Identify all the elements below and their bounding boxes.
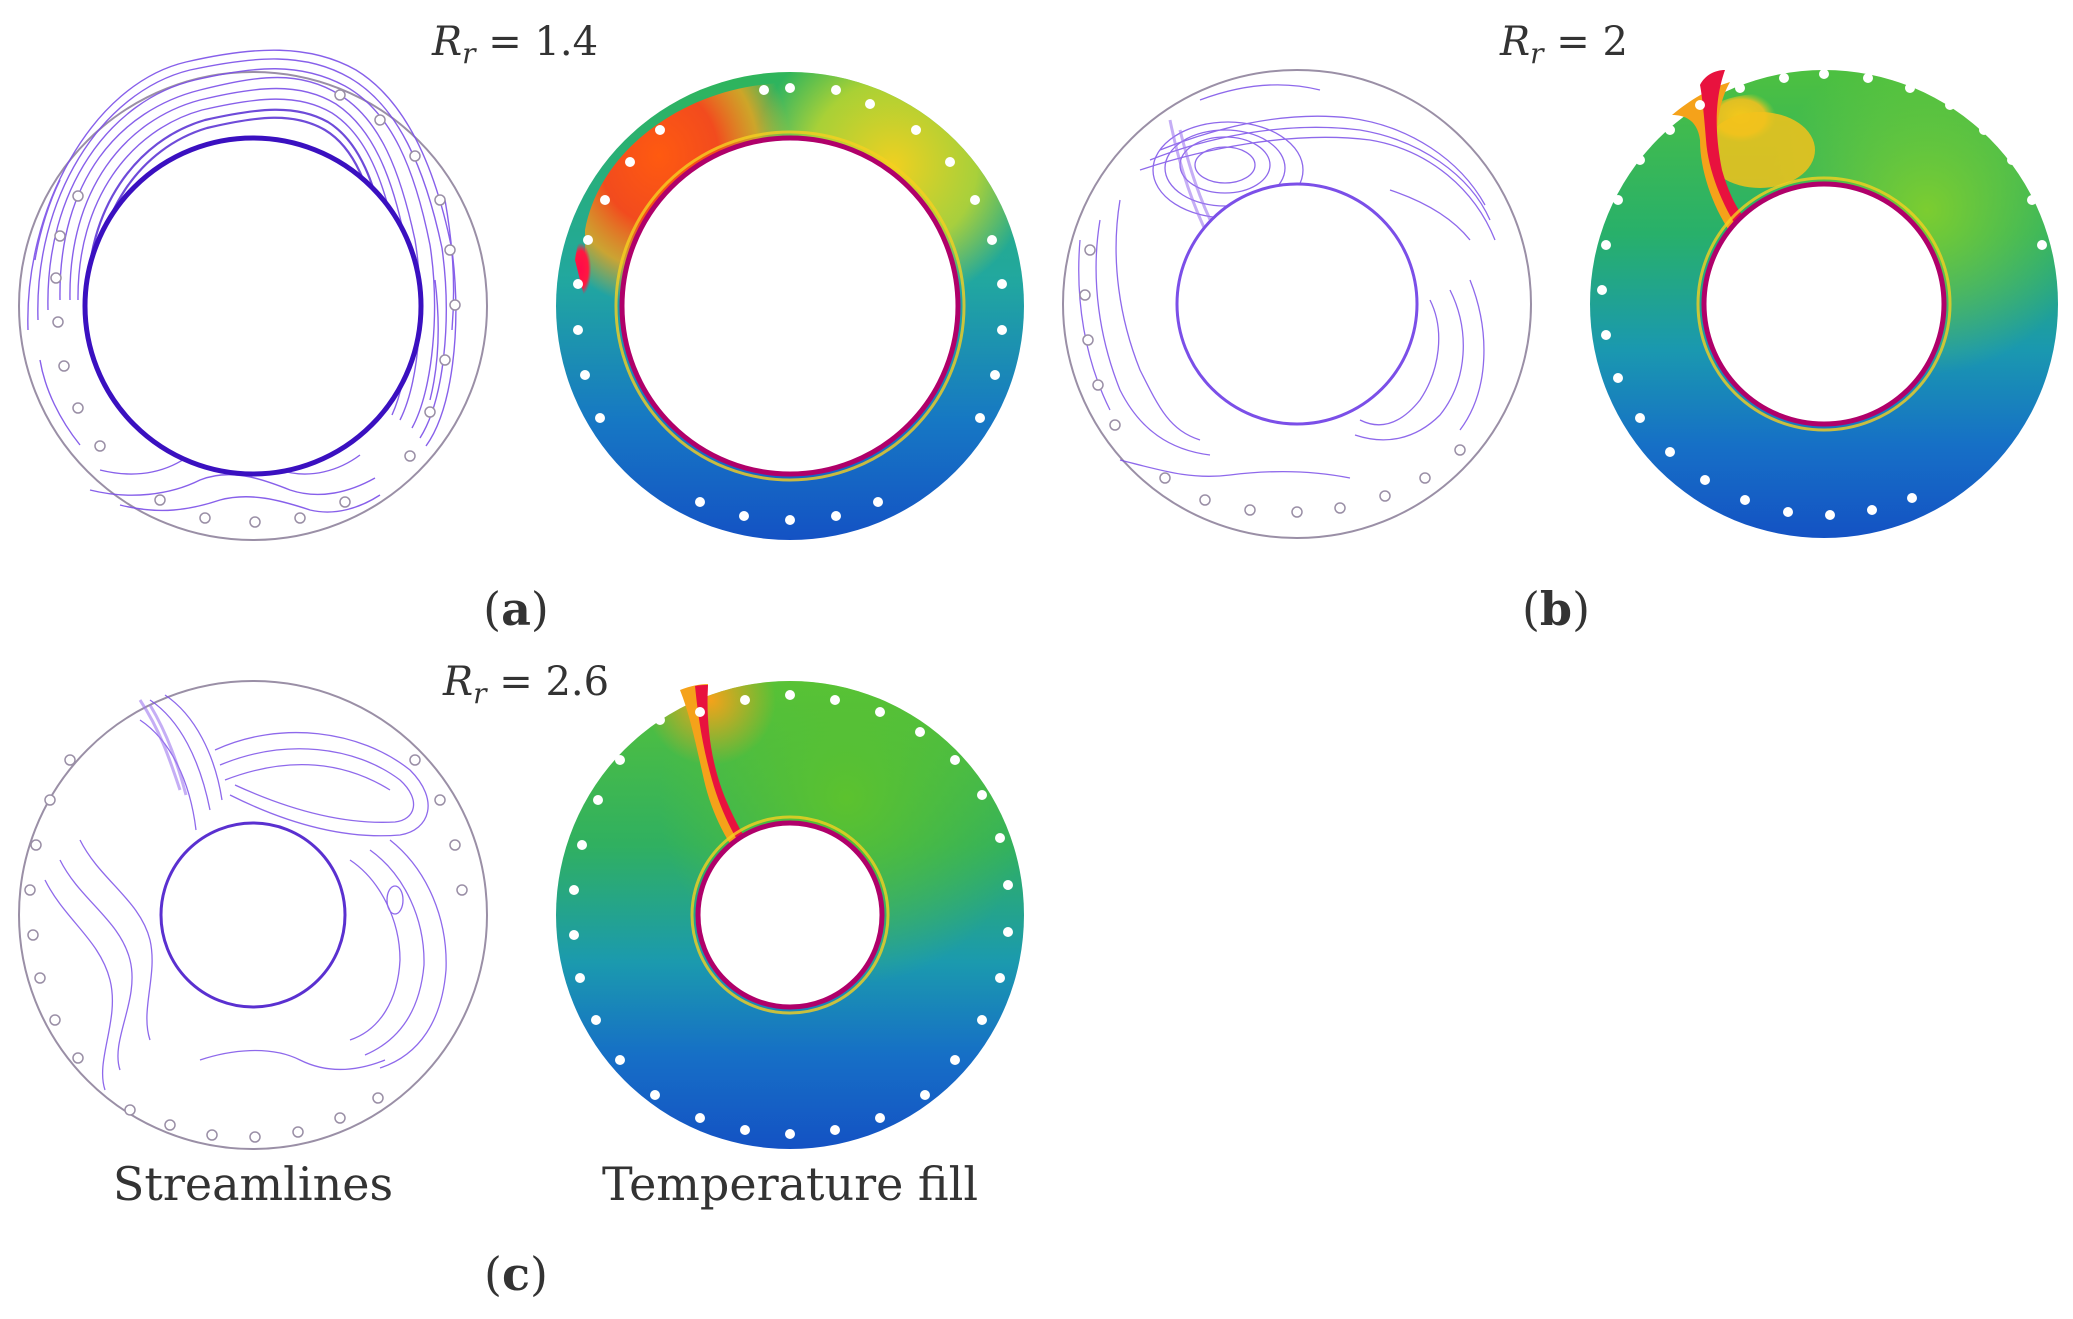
streamlines-b [1062,69,1532,539]
sensor-holes [24,754,468,1143]
ratio-label-c: Rr = 2.6 [442,659,609,710]
inner-cylinder [1701,181,1947,427]
panel-b: Rr = 2 [1062,19,2058,636]
inner-cylinder [619,135,961,477]
ratio-label-b: Rr = 2 [1499,19,1628,70]
streamlines-c [18,680,488,1150]
panel-a: Rr = 1.4 [18,19,1024,636]
panel-label-a: (a) [483,582,549,636]
outer-wall [18,71,488,541]
panel-label-b: (b) [1522,582,1590,636]
inner-cylinder [1175,182,1419,426]
caption-streamlines: Streamlines [113,1157,393,1211]
sensor-dots [573,83,1007,525]
inner-cylinder [695,820,885,1010]
sensor-dots [569,690,1013,1139]
panel-label-c: (c) [484,1247,548,1301]
sensor-holes [50,89,461,528]
temperature-b [1590,69,2058,538]
sensor-holes [1079,244,1466,518]
temperature-c [556,681,1024,1149]
temperature-a [556,72,1024,540]
inner-cylinder [159,821,347,1009]
panel-c: Rr = 2.6 [18,659,1024,1301]
caption-temperature: Temperature fill [602,1157,978,1211]
outer-wall [1062,69,1532,539]
ratio-label-a: Rr = 1.4 [431,19,598,70]
inner-cylinder [82,135,424,477]
outer-wall [18,680,488,1150]
sensor-dots [1597,69,2047,520]
streamlines-a [18,49,488,541]
